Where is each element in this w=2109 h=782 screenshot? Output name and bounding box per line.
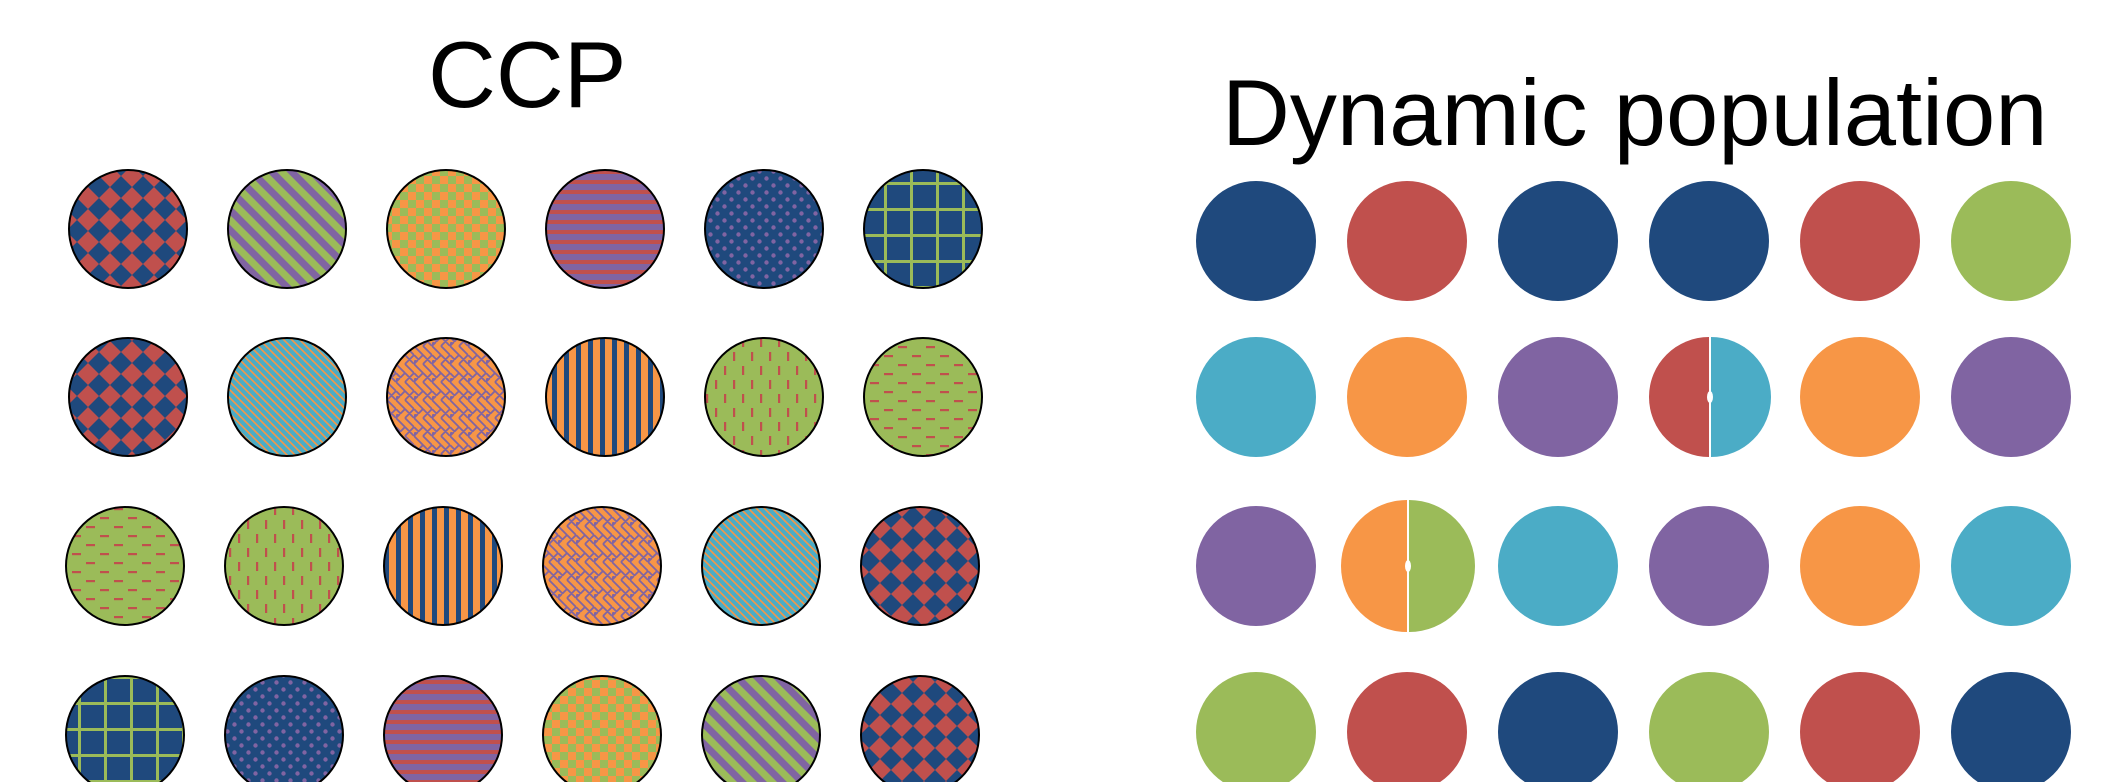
population-circle-red bbox=[1347, 181, 1467, 301]
ccp-circle-vert-dashes bbox=[704, 337, 824, 457]
population-split-circle-red-cyan bbox=[1649, 337, 1771, 457]
ccp-circle-vert-dashes bbox=[224, 506, 344, 626]
population-circle-green bbox=[1951, 181, 2071, 301]
split-division-marker bbox=[1707, 391, 1713, 403]
ccp-circle-horiz-lines bbox=[383, 675, 503, 782]
dynamic-population-circle-grid bbox=[1196, 181, 2071, 782]
ccp-circle-horiz-lines bbox=[545, 169, 665, 289]
ccp-circle-diag-fine bbox=[701, 506, 821, 626]
ccp-circle-checker bbox=[386, 169, 506, 289]
ccp-circle-vert-stripes bbox=[383, 506, 503, 626]
split-division-marker bbox=[1405, 560, 1411, 572]
population-circle-orange bbox=[1800, 506, 1920, 626]
population-circle-purple bbox=[1196, 506, 1316, 626]
population-circle-green bbox=[1649, 672, 1769, 782]
ccp-circle-diamond bbox=[860, 675, 980, 782]
ccp-circle-grid bbox=[65, 169, 983, 782]
ccp-circle-grid bbox=[863, 169, 983, 289]
ccp-circle-vert-stripes bbox=[545, 337, 665, 457]
population-circle-red bbox=[1800, 672, 1920, 782]
population-circle-red bbox=[1347, 672, 1467, 782]
population-circle-cyan bbox=[1951, 506, 2071, 626]
population-circle-cyan bbox=[1498, 506, 1618, 626]
population-circle-green bbox=[1196, 672, 1316, 782]
ccp-circle-weave bbox=[542, 506, 662, 626]
ccp-title: CCP bbox=[428, 22, 627, 127]
population-half-orange bbox=[1341, 500, 1407, 632]
population-half-cyan bbox=[1711, 337, 1771, 457]
population-circle-purple bbox=[1649, 506, 1769, 626]
population-circle-navy bbox=[1649, 181, 1769, 301]
population-circle-purple bbox=[1498, 337, 1618, 457]
population-circle-navy bbox=[1196, 181, 1316, 301]
ccp-circle-dots bbox=[224, 675, 344, 782]
population-half-red bbox=[1649, 337, 1709, 457]
population-circle-red bbox=[1800, 181, 1920, 301]
population-circle-navy bbox=[1951, 672, 2071, 782]
population-half-green bbox=[1409, 500, 1475, 632]
ccp-circle-horiz-dashes bbox=[863, 337, 983, 457]
ccp-circle-weave bbox=[386, 337, 506, 457]
dynamic-population-title: Dynamic population bbox=[1222, 60, 2048, 165]
ccp-circle-checker bbox=[542, 675, 662, 782]
ccp-circle-dots bbox=[704, 169, 824, 289]
population-circle-orange bbox=[1347, 337, 1467, 457]
population-circle-cyan bbox=[1196, 337, 1316, 457]
ccp-circle-horiz-dashes bbox=[65, 506, 185, 626]
population-circle-navy bbox=[1498, 672, 1618, 782]
population-circle-purple bbox=[1951, 337, 2071, 457]
population-circle-orange bbox=[1800, 337, 1920, 457]
ccp-circle-diamond bbox=[68, 337, 188, 457]
ccp-circle-diag-fine bbox=[227, 337, 347, 457]
population-split-circle-orange-green bbox=[1341, 500, 1475, 632]
ccp-circle-diag-purple bbox=[227, 169, 347, 289]
ccp-circle-diag-purple bbox=[701, 675, 821, 782]
ccp-circle-diamond bbox=[860, 506, 980, 626]
population-circle-navy bbox=[1498, 181, 1618, 301]
ccp-circle-diamond bbox=[68, 169, 188, 289]
ccp-circle-grid bbox=[65, 675, 185, 782]
